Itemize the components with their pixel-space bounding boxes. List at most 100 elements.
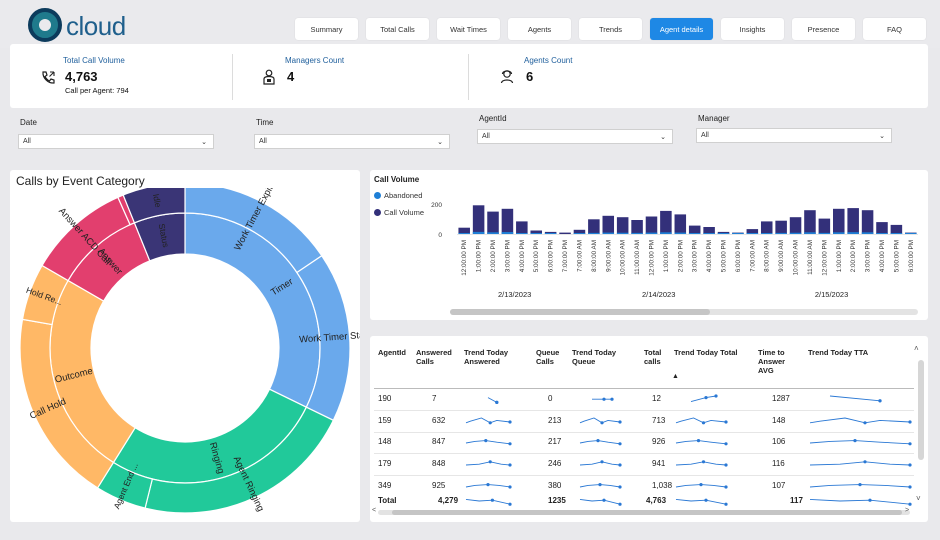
tab-faq[interactable]: FAQ [863, 18, 926, 40]
bar-call-volume[interactable] [645, 216, 658, 235]
bar-call-volume[interactable] [559, 232, 571, 234]
bar-abandoned[interactable] [660, 232, 672, 234]
bar-abandoned[interactable] [717, 233, 730, 234]
bar-call-volume[interactable] [717, 231, 730, 234]
bar-call-volume[interactable] [890, 224, 903, 234]
phone-icon [42, 71, 55, 84]
bar-abandoned[interactable] [861, 232, 874, 234]
bar-abandoned[interactable] [645, 232, 658, 234]
cell-answered: 925 [432, 481, 446, 490]
bar-call-volume[interactable] [660, 210, 672, 234]
bar-abandoned[interactable] [544, 233, 557, 234]
tab-total-calls[interactable]: Total Calls [366, 18, 429, 40]
col-answered-calls[interactable]: Answered Calls [416, 348, 452, 366]
bar-call-volume[interactable] [789, 217, 802, 234]
col-trend-tta[interactable]: Trend Today TTA [808, 348, 869, 357]
bar-call-volume[interactable] [487, 211, 499, 234]
agentid-filter-select[interactable]: All ⌄ [477, 129, 673, 144]
bar-abandoned[interactable] [789, 232, 802, 234]
bar-call-volume[interactable] [847, 208, 859, 234]
col-tta-avg[interactable]: Time to Answer AVG [758, 348, 786, 375]
bar-call-volume[interactable] [530, 230, 542, 235]
bar-abandoned[interactable] [674, 232, 687, 234]
bar-call-volume[interactable] [775, 220, 787, 234]
bar-abandoned[interactable] [775, 232, 787, 234]
bar-call-volume[interactable] [703, 227, 715, 234]
table-vscroll-thumb[interactable] [918, 360, 924, 460]
col-trend-answered[interactable]: Trend Today Answered [464, 348, 509, 366]
bar-abandoned[interactable] [890, 233, 903, 234]
tab-agents[interactable]: Agents [508, 18, 571, 40]
col-trend-total[interactable]: Trend Today Total [674, 348, 738, 357]
bar-abandoned[interactable] [573, 233, 586, 234]
date-filter-select[interactable]: All ⌄ [18, 134, 214, 149]
bar-abandoned[interactable] [876, 233, 888, 234]
bar-call-volume[interactable] [516, 221, 528, 234]
time-filter-select[interactable]: All ⌄ [254, 134, 450, 149]
scroll-left-icon[interactable]: < [372, 507, 377, 514]
col-agentid[interactable]: AgentId [378, 348, 406, 357]
bar-abandoned[interactable] [616, 232, 629, 234]
scroll-down-icon[interactable]: ˅ [916, 494, 921, 503]
bar-abandoned[interactable] [833, 232, 845, 234]
bar-call-volume[interactable] [746, 229, 759, 234]
manager-filter-select[interactable]: All ⌄ [696, 128, 892, 143]
trend-marker [618, 485, 622, 489]
bar-call-volume[interactable] [833, 208, 845, 234]
bar-abandoned[interactable] [487, 232, 499, 234]
bar-call-volume[interactable] [861, 210, 874, 234]
chart-scrollbar[interactable] [450, 309, 918, 315]
bar-abandoned[interactable] [804, 232, 816, 234]
bar-abandoned[interactable] [905, 233, 917, 234]
bar-abandoned[interactable] [530, 233, 542, 234]
sunburst-outer-segment[interactable] [122, 188, 186, 224]
table-hscroll[interactable] [378, 510, 910, 515]
bar-abandoned[interactable] [472, 231, 485, 234]
bar-call-volume[interactable] [876, 222, 888, 234]
bar-abandoned[interactable] [703, 233, 715, 234]
bar-call-volume[interactable] [573, 229, 586, 234]
bar-abandoned[interactable] [631, 232, 643, 234]
tab-presence[interactable]: Presence [792, 18, 855, 40]
bar-abandoned[interactable] [501, 232, 514, 234]
tab-insights[interactable]: Insights [721, 18, 784, 40]
bar-call-volume[interactable] [472, 205, 485, 234]
bar-abandoned[interactable] [818, 232, 831, 234]
tab-summary[interactable]: Summary [295, 18, 358, 40]
col-queue-calls[interactable]: Queue Calls [536, 348, 560, 366]
legend-abandoned[interactable]: Abandoned [374, 191, 422, 200]
bar-abandoned[interactable] [732, 233, 744, 234]
bar-abandoned[interactable] [760, 233, 773, 234]
bar-abandoned[interactable] [588, 232, 600, 234]
legend-call-volume[interactable]: Call Volume [374, 208, 424, 217]
bar-abandoned[interactable] [688, 233, 701, 234]
bar-call-volume[interactable] [631, 220, 643, 234]
scroll-right-icon[interactable]: > [905, 507, 910, 514]
bar-call-volume[interactable] [544, 231, 557, 234]
bar-abandoned[interactable] [602, 232, 615, 234]
sort-asc-icon[interactable]: ▲ [672, 373, 679, 380]
tab-agent-details[interactable]: Agent details [650, 18, 713, 40]
col-total-calls[interactable]: Total calls [644, 348, 662, 366]
bar-abandoned[interactable] [746, 233, 759, 234]
bar-call-volume[interactable] [818, 218, 831, 234]
bar-call-volume[interactable] [688, 225, 701, 234]
col-trend-queue[interactable]: Trend Today Queue [572, 348, 617, 366]
chart-scrollbar-thumb[interactable] [450, 309, 710, 315]
tab-trends[interactable]: Trends [579, 18, 642, 40]
bar-call-volume[interactable] [804, 210, 816, 234]
bar-abandoned[interactable] [458, 233, 470, 234]
table-hscroll-thumb[interactable] [392, 510, 902, 515]
bar-call-volume[interactable] [674, 214, 687, 234]
bar-call-volume[interactable] [501, 208, 514, 234]
bar-abandoned[interactable] [516, 233, 528, 234]
manager-filter-value: All [701, 132, 709, 139]
tab-wait-times[interactable]: Wait Times [437, 18, 500, 40]
bar-call-volume[interactable] [760, 221, 773, 234]
bar-call-volume[interactable] [602, 215, 615, 234]
bar-call-volume[interactable] [588, 219, 600, 234]
scroll-up-icon[interactable]: ˄ [914, 344, 919, 353]
bar-call-volume[interactable] [458, 227, 470, 234]
bar-call-volume[interactable] [616, 217, 629, 234]
bar-abandoned[interactable] [847, 232, 859, 234]
